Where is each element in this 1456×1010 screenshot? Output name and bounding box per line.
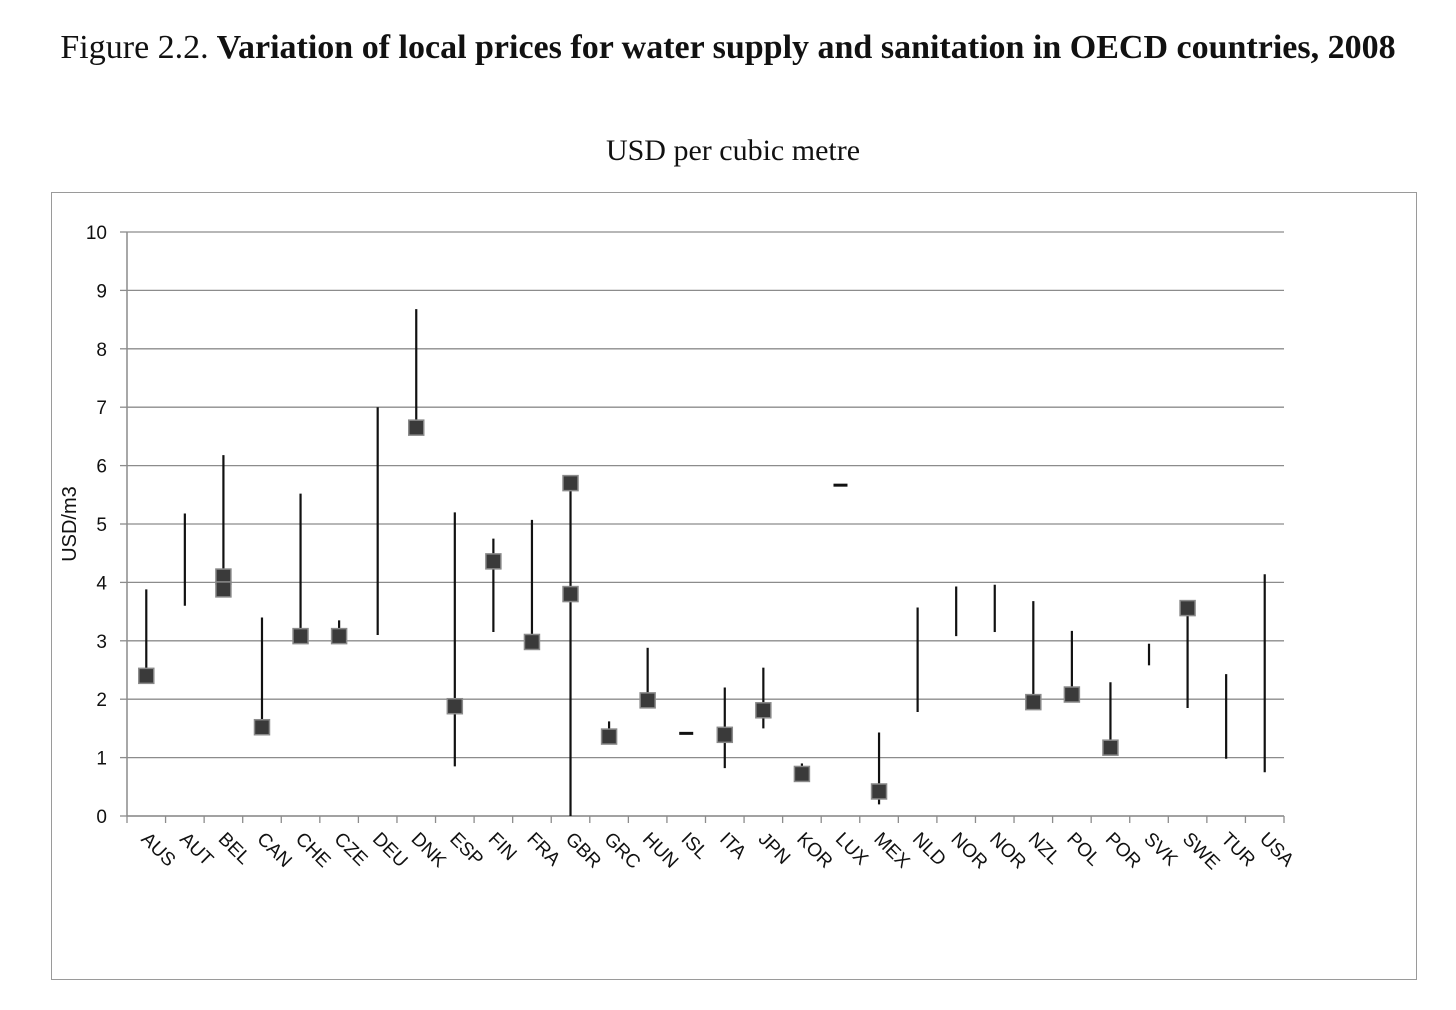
average-marker: [716, 726, 734, 744]
y-tick-label: 6: [96, 457, 107, 478]
average-marker: [408, 419, 425, 436]
average-marker: [446, 697, 464, 715]
y-tick-label: 8: [96, 340, 107, 361]
y-tick-label: 0: [96, 807, 107, 828]
x-category-label: TUR: [1217, 829, 1259, 871]
average-marker: [485, 553, 502, 570]
x-category-label: CZE: [330, 829, 372, 871]
x-category-label: ITA: [715, 829, 750, 864]
x-category-label: POR: [1101, 829, 1145, 873]
figure-title: Figure 2.2. Variation of local prices fo…: [30, 26, 1426, 69]
second-marker: [215, 581, 232, 598]
x-category-label: USA: [1255, 829, 1298, 872]
x-category-label: DNK: [407, 829, 450, 872]
x-category-label: GRC: [600, 829, 645, 874]
x-category-label: JPN: [754, 829, 794, 869]
average-marker: [253, 718, 271, 736]
x-category-label: MEX: [870, 829, 914, 873]
average-marker: [793, 765, 811, 783]
x-category-label: BEL: [214, 829, 254, 869]
y-tick-label: 10: [86, 223, 107, 244]
average-marker: [1102, 739, 1119, 756]
average-marker: [639, 692, 656, 709]
x-category-label: SVK: [1139, 829, 1181, 871]
y-tick-label: 1: [96, 749, 107, 770]
average-marker: [138, 667, 155, 685]
x-category-label: AUT: [175, 829, 217, 871]
average-marker: [1063, 686, 1081, 703]
x-category-label: ESP: [445, 829, 487, 871]
x-category-label: GBR: [561, 829, 605, 873]
x-category-label: NZL: [1024, 829, 1064, 869]
chart-subtitle: USD per cubic metre: [605, 134, 861, 167]
y-tick-label: 2: [96, 690, 107, 711]
x-category-label: CAN: [252, 829, 295, 872]
x-category-label: HUN: [638, 829, 682, 873]
average-marker: [755, 702, 772, 719]
x-category-label: DEU: [368, 829, 411, 872]
second-marker: [562, 585, 579, 603]
y-tick-label: 4: [96, 573, 107, 594]
x-category-label: FIN: [484, 829, 520, 865]
x-category-label: NOR: [985, 829, 1030, 874]
average-marker: [330, 627, 348, 645]
average-marker: [1179, 599, 1196, 617]
y-tick-label: 3: [96, 632, 107, 653]
x-category-label: FRA: [522, 829, 564, 871]
figure-main-title: Variation of local prices for water supp…: [216, 29, 1396, 66]
x-category-label: LUX: [831, 829, 872, 870]
chart-frame: [51, 192, 1417, 980]
x-category-label: AUS: [137, 829, 179, 871]
x-category-label: ISL: [677, 829, 712, 864]
average-marker: [523, 633, 541, 651]
x-category-label: SWE: [1178, 829, 1223, 874]
x-category-label: POL: [1062, 829, 1104, 871]
average-marker: [292, 627, 309, 645]
x-category-label: KOR: [792, 829, 836, 873]
y-tick-label: 5: [96, 515, 107, 536]
average-marker: [1025, 693, 1042, 711]
average-marker: [600, 728, 618, 745]
average-marker: [562, 474, 579, 492]
y-tick-label: 9: [96, 281, 107, 302]
x-category-label: NOR: [947, 829, 992, 874]
y-axis-label: USD/m3: [59, 486, 81, 562]
y-tick-label: 7: [96, 398, 107, 419]
x-category-label: CHE: [291, 829, 334, 872]
figure-label: Figure 2.2.: [60, 29, 209, 66]
x-category-label: NLD: [908, 829, 950, 871]
average-marker: [870, 783, 888, 800]
